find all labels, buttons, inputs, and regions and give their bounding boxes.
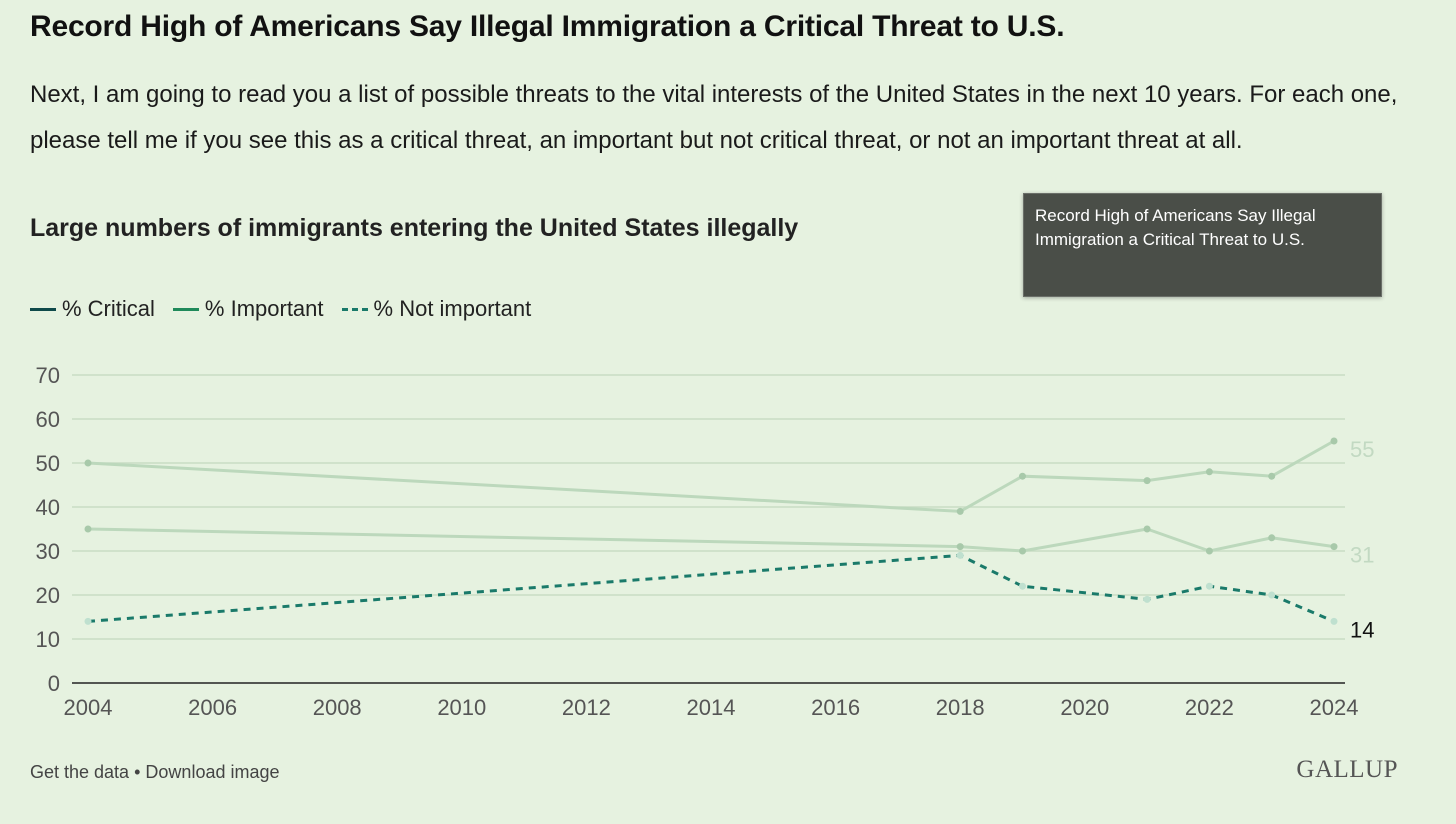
x-tick-label-2014: 2014 [687,695,736,720]
series-line-not-important[interactable] [87,553,1335,623]
y-tick-label-60: 60 [36,407,60,432]
x-tick-label-2004: 2004 [64,695,113,720]
x-tick-label-2018: 2018 [936,695,985,720]
point-not-important-2023[interactable] [1268,591,1276,599]
chart-title: Record High of Americans Say Illegal Imm… [30,10,1065,43]
get-data-link[interactable]: Get the data [30,762,130,782]
gallup-logo: GALLUP [1296,756,1398,783]
footer-separator: • [134,762,141,782]
legend-item-important[interactable]: % Important [172,296,324,322]
x-tick-label-2008: 2008 [313,695,362,720]
legend-item-not-important[interactable]: % Not important [341,296,532,322]
x-tick-label-2024: 2024 [1310,695,1359,720]
point-important-2018[interactable] [956,543,964,551]
x-tick-label-2022: 2022 [1185,695,1234,720]
point-important-2024[interactable] [1330,543,1338,551]
point-not-important-2018[interactable] [956,551,964,559]
y-tick-label-70: 70 [36,363,60,388]
end-label-critical: 55 [1350,437,1374,462]
y-tick-label-20: 20 [36,583,60,608]
y-tick-label-40: 40 [36,495,60,520]
legend-swatch-not-important [341,307,368,311]
x-tick-label-2012: 2012 [562,695,611,720]
download-image-link[interactable]: Download image [145,762,280,782]
point-important-2004[interactable] [84,525,92,533]
point-critical-2021[interactable] [1143,477,1151,485]
point-important-2023[interactable] [1268,534,1276,542]
y-tick-label-50: 50 [36,451,60,476]
point-critical-2004[interactable] [84,459,92,467]
legend-swatch-critical [30,307,56,311]
x-tick-label-2006: 2006 [188,695,237,720]
end-label-important: 31 [1350,543,1374,568]
legend-swatch-important [172,307,199,311]
point-critical-2019[interactable] [1019,472,1026,480]
point-critical-2018[interactable] [956,507,964,515]
legend-label-not-important: % Not important [373,296,532,321]
point-critical-2024[interactable] [1330,437,1338,445]
survey-question: Next, I am going to read you a list of p… [30,81,1398,154]
point-critical-2022[interactable] [1205,468,1213,476]
x-tick-label-2020: 2020 [1060,695,1109,720]
chart-footer: Get the data • Download image [30,762,280,783]
point-important-2022[interactable] [1205,547,1213,555]
point-not-important-2019[interactable] [1019,582,1026,590]
y-tick-label-30: 30 [36,539,60,564]
point-important-2021[interactable] [1143,525,1151,533]
point-not-important-2024[interactable] [1330,617,1338,625]
chart-subtitle: Large numbers of immigrants entering the… [30,214,799,242]
end-label-not-important: 14 [1350,617,1374,642]
chart-legend: % Critical % Important % Not important [30,296,549,322]
legend-label-important: % Important [204,296,324,321]
x-tick-label-2010: 2010 [437,695,486,720]
legend-label-critical: % Critical [62,296,155,321]
x-tick-label-2016: 2016 [811,695,860,720]
title-tooltip: Record High of Americans Say Illegal Imm… [1023,193,1382,297]
point-important-2019[interactable] [1019,547,1026,555]
line-chart: 0 10 20 30 40 50 60 70 2004 2006 2008 2010 2012 2014 2… [36,363,1375,720]
point-not-important-2021[interactable] [1143,595,1151,603]
legend-item-critical[interactable]: % Critical [30,296,155,322]
y-tick-label-0: 0 [48,671,60,696]
point-not-important-2022[interactable] [1205,582,1213,590]
series-line-critical[interactable] [87,439,1335,513]
y-tick-label-10: 10 [36,627,60,652]
point-critical-2023[interactable] [1268,472,1276,480]
point-not-important-2004[interactable] [84,617,92,625]
